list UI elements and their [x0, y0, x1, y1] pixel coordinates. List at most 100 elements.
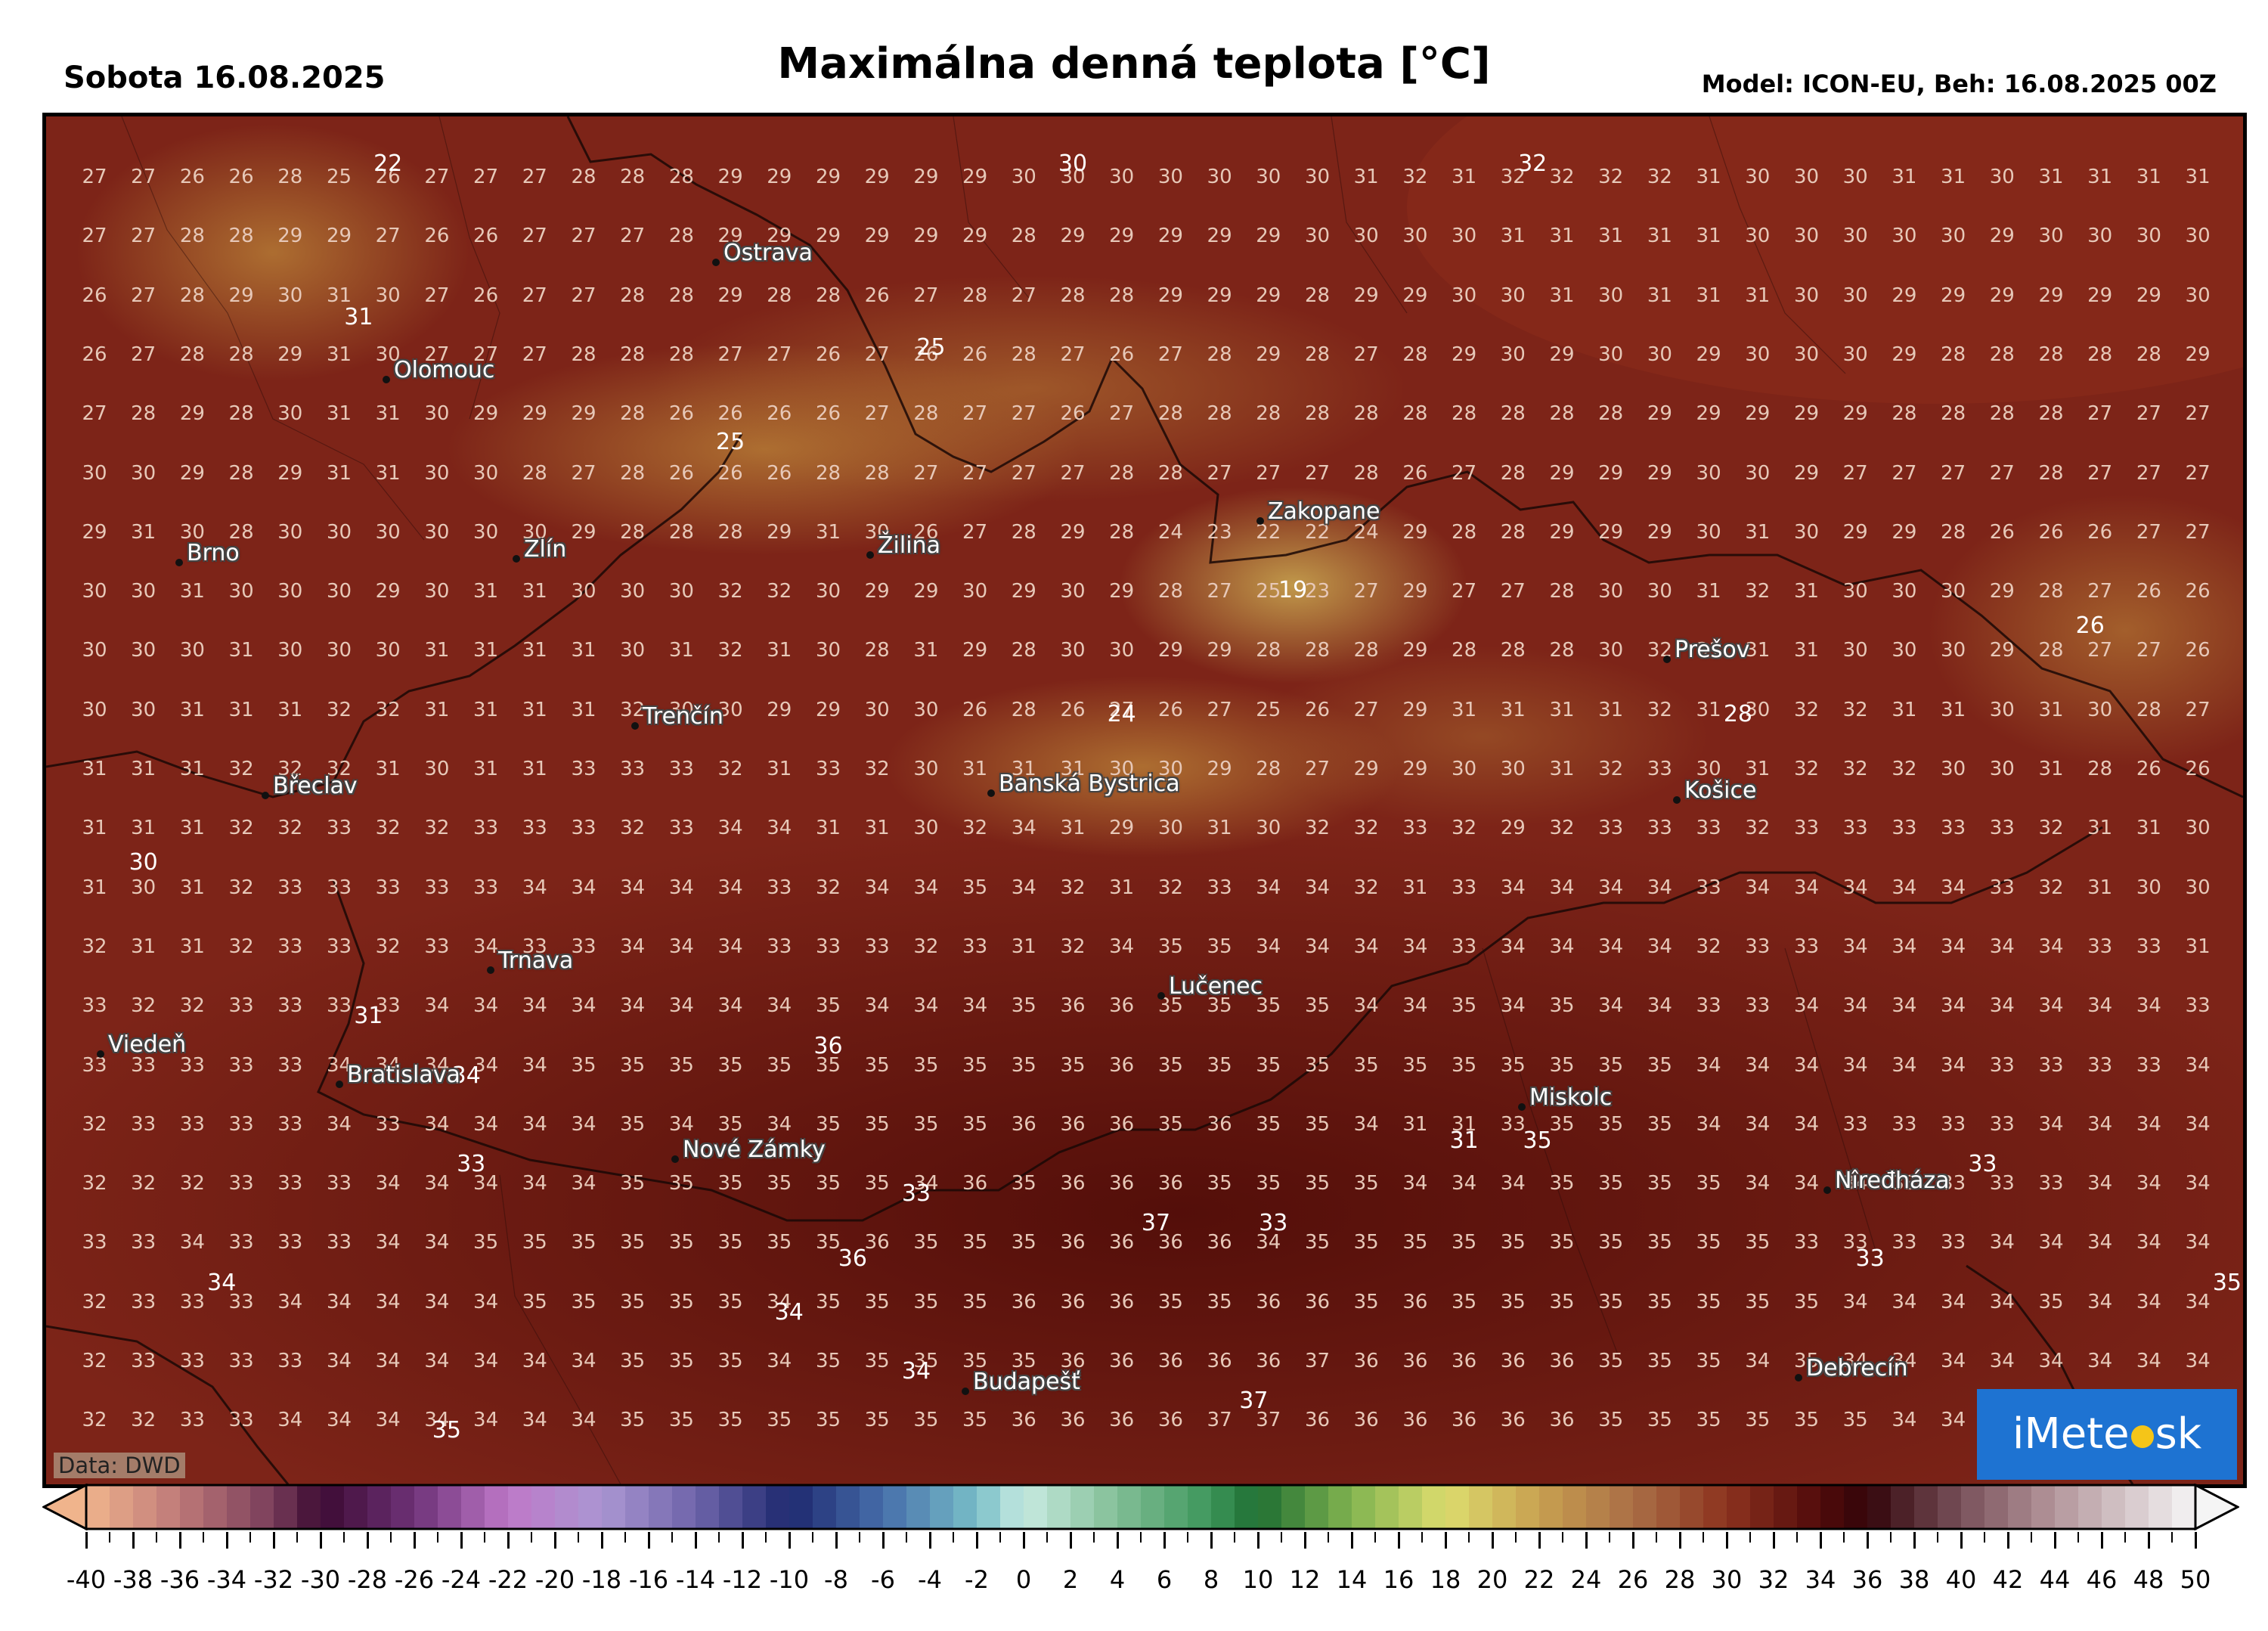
grid-value: 35: [1353, 1172, 1379, 1195]
grid-value: 35: [1549, 1053, 1575, 1077]
colorbar-minor-tick: [1234, 1532, 1235, 1543]
grid-value: 32: [1402, 166, 1428, 188]
grid-value: 29: [1745, 402, 1771, 426]
city-dot: [262, 792, 269, 799]
colorbar-swatch: [531, 1485, 556, 1529]
grid-value: 27: [1941, 461, 1966, 485]
grid-value: 31: [1745, 758, 1771, 780]
colorbar-swatch: [1844, 1485, 1868, 1529]
colorbar-tick-mark: [647, 1532, 650, 1549]
colorbar-swatch: [1235, 1485, 1259, 1529]
grid-value: 32: [131, 1409, 156, 1432]
colorbar-swatch: [133, 1485, 157, 1529]
colorbar-swatch: [649, 1485, 673, 1529]
grid-value: 35: [620, 1409, 646, 1432]
grid-value: 35: [1011, 1231, 1036, 1254]
colorbar-tick-label: 40: [1945, 1565, 1977, 1594]
grid-value: 30: [1793, 343, 1820, 366]
grid-value: 33: [1842, 1112, 1868, 1136]
grid-value: 35: [717, 1172, 743, 1195]
colorbar-tick-mark: [1772, 1532, 1775, 1549]
colorbar-swatch: [2008, 1485, 2032, 1529]
grid-value: 27: [1109, 402, 1135, 426]
grid-value: 36: [1452, 1409, 1477, 1432]
grid-value: 30: [1452, 225, 1477, 248]
grid-value: 33: [326, 1231, 352, 1254]
grid-value: 31: [2087, 817, 2113, 840]
city-dot: [1823, 1186, 1831, 1194]
grid-value: 33: [1842, 1231, 1868, 1254]
grid-value: 36: [1500, 1350, 1526, 1372]
grid-value: 36: [1060, 1409, 1086, 1432]
grid-value: 27: [571, 461, 596, 485]
colorbar-minor-tick: [2077, 1532, 2079, 1543]
grid-value: 31: [1549, 225, 1575, 248]
grid-value: 29: [962, 166, 988, 188]
grid-value: 32: [375, 817, 401, 840]
grid-value: 29: [1207, 758, 1232, 780]
grid-value: 30: [2136, 876, 2161, 899]
grid-value: 33: [1500, 1112, 1526, 1136]
grid-value: 28: [179, 284, 205, 307]
grid-value: 29: [571, 520, 596, 544]
grid-value: 28: [1109, 461, 1135, 485]
grid-value: 32: [2038, 817, 2064, 840]
grid-value: 27: [2087, 402, 2113, 426]
grid-value: 27: [131, 166, 156, 188]
grid-value: 27: [2136, 639, 2161, 662]
grid-value: 29: [1842, 402, 1868, 426]
grid-value: 34: [864, 994, 890, 1018]
grid-value: 34: [1011, 817, 1036, 840]
grid-value: 30: [1109, 639, 1135, 662]
grid-value: 34: [1696, 1053, 1721, 1077]
grid-value: 30: [1157, 758, 1183, 780]
grid-value: 35: [1696, 1290, 1721, 1313]
colorbar-tick-mark: [1256, 1532, 1259, 1549]
colorbar-minor-tick: [1093, 1532, 1095, 1543]
colorbar-swatch: [1117, 1485, 1142, 1529]
colorbar-tick-mark: [319, 1532, 322, 1549]
grid-value: 30: [424, 520, 450, 544]
grid-value: 29: [1989, 284, 2015, 307]
grid-value: 35: [962, 1053, 988, 1077]
grid-value: 30: [1793, 520, 1820, 544]
grid-value: 35: [1060, 1053, 1086, 1077]
grid-value: 34: [375, 1290, 401, 1313]
grid-value: 34: [1793, 1053, 1820, 1077]
grid-value: 32: [1060, 876, 1086, 899]
grid-value: 32: [717, 639, 743, 662]
colorbar-swatch: [1094, 1485, 1118, 1529]
grid-value: 31: [2185, 166, 2211, 188]
grid-value: 36: [1011, 1409, 1036, 1432]
grid-value: 33: [571, 758, 596, 780]
grid-value: 32: [864, 758, 890, 780]
colorbar-minor-tick: [1843, 1532, 1845, 1543]
grid-value: 33: [1452, 876, 1477, 899]
grid-value: 36: [1256, 1290, 1281, 1313]
grid-value: 28: [179, 225, 205, 248]
grid-value: 36: [1207, 1231, 1232, 1254]
grid-value: 34: [1842, 1053, 1868, 1077]
grid-value: 28: [1353, 402, 1379, 426]
grid-value: 30: [1745, 698, 1771, 721]
grid-value: 26: [2087, 520, 2113, 544]
colorbar-swatch: [1938, 1485, 1962, 1529]
grid-value: 30: [1842, 284, 1868, 307]
grid-value: 33: [2038, 1053, 2064, 1077]
grid-value: 32: [1745, 580, 1771, 603]
grid-value: 31: [864, 817, 890, 840]
colorbar-swatch: [860, 1485, 884, 1529]
temperature-map[interactable]: 27 27 26 26 28 25 26 27 27 27 28 28 28 29 29 29 29 29 29 30…: [42, 113, 2247, 1488]
grid-value: 34: [1745, 1053, 1771, 1077]
extreme-value: 33: [901, 1180, 931, 1208]
grid-value: 35: [1647, 1290, 1672, 1313]
colorbar-tick-mark: [835, 1532, 838, 1549]
grid-value: 29: [717, 225, 743, 248]
grid-value: 33: [1941, 1172, 1966, 1195]
imeteo-logo[interactable]: iMete sk: [1977, 1389, 2237, 1480]
grid-value: 29: [913, 580, 939, 603]
city-label: Nové Zámky: [683, 1136, 826, 1163]
grid-value: 30: [1793, 225, 1820, 248]
city-dot: [1795, 1374, 1802, 1381]
grid-value: 31: [2038, 758, 2064, 780]
